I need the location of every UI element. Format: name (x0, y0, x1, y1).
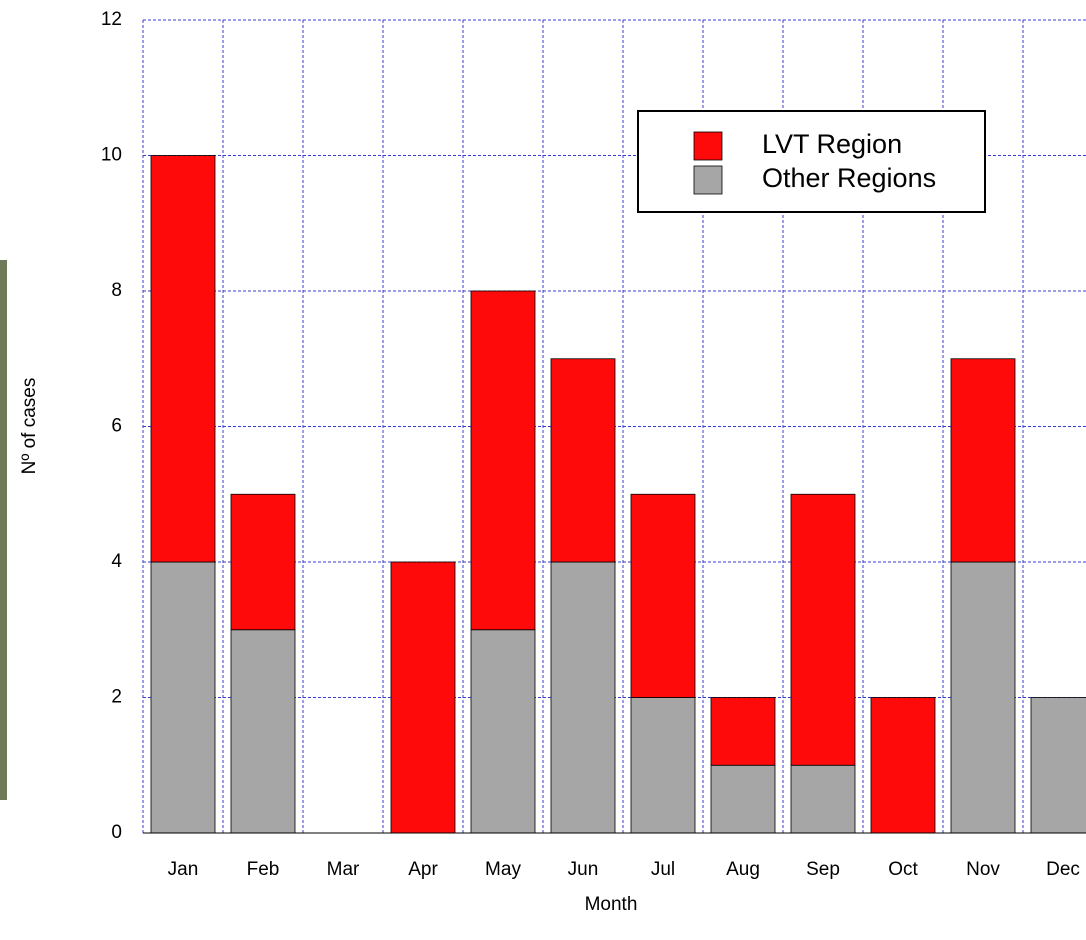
x-tick-label: Mar (327, 859, 360, 880)
x-tick-label: Jan (168, 859, 199, 880)
x-tick-label: Apr (408, 859, 438, 880)
bar-segment (230, 493, 296, 631)
bar-segment (950, 561, 1016, 834)
y-tick-label: 4 (111, 551, 122, 572)
legend-swatch (693, 165, 723, 195)
y-tick-label: 2 (111, 687, 122, 708)
bar-segment (790, 493, 856, 766)
x-tick-label: Jun (568, 859, 599, 880)
y-tick-label: 0 (111, 822, 122, 843)
x-axis-label: Month (585, 894, 638, 915)
x-tick-label: Aug (726, 859, 760, 880)
bar-segment (710, 764, 776, 834)
y-tick-label: 10 (101, 145, 122, 166)
bar-segment (950, 358, 1016, 563)
x-tick-label: Oct (888, 859, 918, 880)
bar-segment (390, 561, 456, 834)
legend-swatch (693, 131, 723, 161)
bar-segment (870, 697, 936, 834)
x-tick-label: Sep (806, 859, 840, 880)
x-tick-label: Dec (1046, 859, 1080, 880)
bar-segment (1030, 697, 1086, 834)
x-tick-label: May (485, 859, 521, 880)
x-tick-label: Feb (247, 859, 280, 880)
legend-box (637, 110, 986, 213)
bar-segment (150, 155, 216, 563)
bar-segment (150, 561, 216, 834)
y-tick-label: 12 (101, 9, 122, 30)
bar-segment (470, 290, 536, 631)
y-axis-label: Nº of cases (19, 378, 40, 475)
y-tick-label: 6 (111, 416, 122, 437)
bar-segment (550, 561, 616, 834)
y-tick-label: 8 (111, 280, 122, 301)
x-tick-label: Jul (651, 859, 675, 880)
bar-segment (790, 764, 856, 834)
x-tick-label: Nov (966, 859, 1000, 880)
bar-segment (630, 493, 696, 698)
bar-segment (710, 697, 776, 766)
photo-strip (0, 260, 7, 800)
legend-label: LVT Region (762, 129, 902, 159)
legend-label: Other Regions (762, 163, 936, 193)
bar-segment (550, 358, 616, 563)
bar-segment (630, 697, 696, 834)
bar-segment (470, 629, 536, 834)
bar-segment (230, 629, 296, 834)
